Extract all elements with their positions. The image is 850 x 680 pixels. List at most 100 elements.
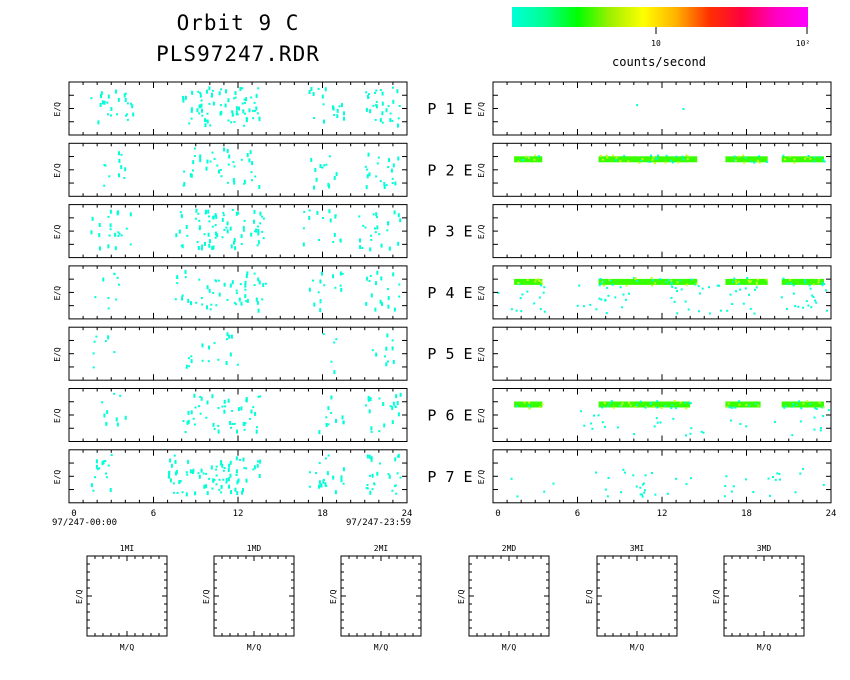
data-pixel	[107, 94, 110, 99]
data-pixel	[225, 338, 228, 341]
data-pixel	[815, 301, 818, 304]
data-pixel	[322, 333, 325, 336]
data-pixel	[381, 121, 384, 124]
data-pixel	[105, 421, 108, 426]
band-pixel	[525, 155, 528, 158]
data-pixel	[188, 357, 190, 360]
band-pixel	[685, 154, 688, 157]
data-pixel	[183, 182, 186, 186]
data-pixel	[256, 426, 258, 429]
band-pixel	[782, 154, 785, 157]
data-pixel	[220, 484, 223, 489]
data-pixel	[95, 335, 98, 338]
data-pixel	[399, 218, 402, 223]
data-pixel	[341, 415, 344, 420]
data-pixel	[101, 461, 104, 466]
data-pixel	[182, 420, 185, 423]
data-pixel	[223, 228, 226, 231]
band-pixel	[521, 159, 524, 161]
data-pixel	[250, 171, 253, 174]
data-pixel	[368, 280, 371, 282]
data-pixel	[212, 101, 215, 106]
data-pixel	[396, 401, 399, 406]
data-pixel	[369, 474, 371, 477]
band-pixel	[758, 155, 761, 158]
data-pixel	[114, 246, 117, 251]
data-pixel	[825, 289, 828, 292]
data-pixel	[812, 296, 815, 298]
band-pixel	[526, 279, 529, 282]
right-ylabel: E/Q	[477, 470, 486, 485]
data-pixel	[215, 468, 218, 471]
data-pixel	[223, 399, 226, 404]
data-pixel	[168, 471, 171, 473]
data-pixel	[376, 225, 379, 230]
data-pixel	[195, 301, 198, 304]
data-pixel	[385, 346, 388, 351]
data-pixel	[250, 96, 253, 99]
band-pixel	[789, 155, 792, 158]
right-ylabel: E/Q	[477, 163, 486, 178]
band-pixel	[732, 280, 735, 283]
right-x-tick-label: 18	[741, 509, 752, 519]
data-pixel	[118, 158, 121, 163]
data-pixel	[211, 246, 214, 250]
data-pixel	[317, 291, 320, 294]
band-pixel	[664, 405, 667, 408]
data-pixel	[236, 363, 239, 366]
data-pixel	[114, 232, 117, 237]
data-pixel	[323, 119, 325, 124]
data-pixel	[642, 482, 645, 485]
data-pixel	[725, 475, 728, 478]
band-pixel	[670, 283, 673, 286]
mq-panel-1MI: 1MI M/Q E/Q	[75, 544, 168, 652]
band-pixel	[750, 160, 753, 163]
data-pixel	[228, 334, 231, 339]
data-pixel	[186, 234, 189, 237]
data-pixel	[340, 287, 343, 292]
left-panel-7: E/Q	[53, 449, 408, 504]
band-pixel	[733, 277, 736, 280]
data-pixel	[204, 118, 206, 123]
data-pixel	[333, 341, 336, 344]
mq-panel-3MI: 3MI M/Q E/Q	[585, 544, 678, 652]
data-pixel	[375, 352, 378, 357]
data-pixel	[208, 243, 211, 248]
data-pixel	[249, 150, 252, 155]
data-pixel	[391, 406, 394, 410]
data-pixel	[261, 298, 264, 301]
data-pixel	[228, 154, 231, 159]
data-pixel	[230, 244, 233, 249]
data-pixel	[245, 118, 248, 123]
data-pixel	[654, 493, 657, 496]
data-pixel	[113, 392, 116, 395]
data-pixel	[366, 276, 369, 281]
data-pixel	[259, 459, 262, 464]
data-pixel	[389, 112, 392, 115]
data-pixel	[232, 177, 235, 182]
data-pixel	[593, 414, 595, 417]
data-pixel	[244, 112, 246, 115]
data-pixel	[392, 401, 395, 406]
data-pixel	[225, 481, 228, 484]
data-pixel	[216, 164, 219, 167]
data-pixel	[334, 490, 337, 495]
data-pixel	[169, 458, 172, 463]
data-pixel	[319, 308, 322, 313]
data-pixel	[116, 422, 119, 427]
data-pixel	[391, 182, 394, 185]
data-pixel	[106, 101, 109, 104]
data-pixel	[365, 487, 368, 489]
data-pixel	[190, 173, 193, 178]
data-pixel	[254, 230, 257, 233]
data-pixel	[107, 335, 110, 340]
data-pixel	[242, 488, 244, 492]
data-pixel	[230, 426, 232, 429]
data-pixel	[193, 155, 196, 157]
data-pixel	[101, 100, 104, 105]
data-pixel	[384, 355, 386, 358]
data-pixel	[600, 298, 603, 301]
panel-row-5: E/Q P 5 E E/Q	[53, 326, 832, 381]
data-pixel	[370, 457, 373, 460]
data-pixel	[227, 119, 230, 122]
